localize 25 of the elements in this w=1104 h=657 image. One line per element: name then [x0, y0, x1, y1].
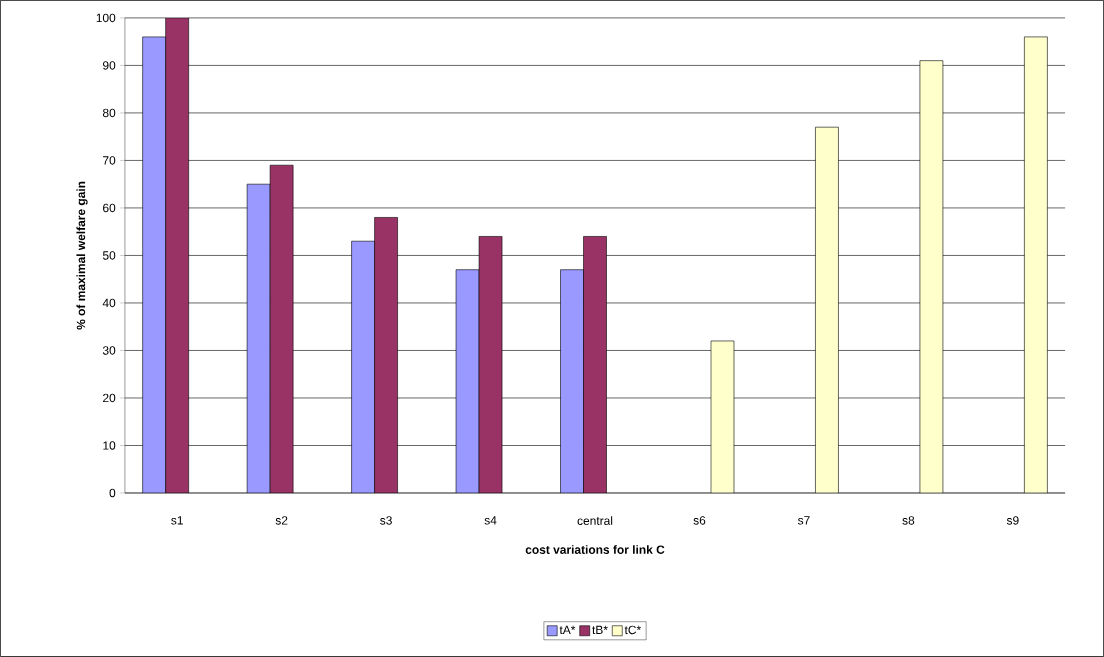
x-tick-label: s7: [797, 516, 810, 525]
y-tick-label: 100: [96, 13, 116, 23]
legend-label: tA*: [559, 625, 576, 635]
x-tick-label: s9: [1006, 516, 1019, 525]
x-axis-title: cost variations for link C: [525, 545, 665, 554]
y-tick-label: 40: [102, 298, 116, 308]
x-tick-label: central: [577, 516, 613, 525]
x-tick-label: s6: [693, 516, 706, 525]
x-tick-label: s4: [484, 516, 497, 525]
x-tick-label: s2: [275, 516, 288, 525]
x-tick-label: s1: [171, 516, 183, 525]
x-tick-label: s3: [380, 516, 392, 525]
y-tick-label: 10: [103, 441, 116, 450]
y-tick-label: 0: [109, 488, 116, 498]
y-tick-label: 90: [103, 61, 116, 70]
y-tick-label: 20: [103, 393, 116, 403]
x-tick-label: s8: [902, 516, 915, 525]
y-axis-title: % of maximal welfare gain: [76, 181, 88, 330]
y-tick-label: 70: [103, 156, 116, 165]
y-tick-label: 80: [102, 108, 116, 118]
legend-label: tC*: [624, 625, 641, 635]
y-tick-label: 50: [102, 251, 116, 260]
y-tick-label: 60: [103, 203, 116, 213]
y-tick-label: 30: [102, 346, 116, 355]
legend-label: tB*: [592, 625, 608, 635]
